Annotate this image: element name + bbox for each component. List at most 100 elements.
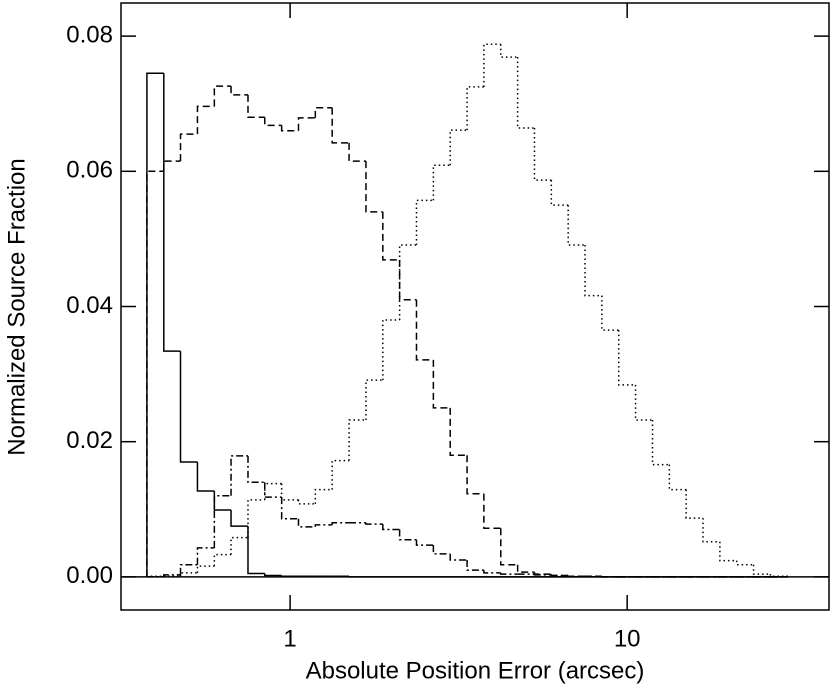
- histogram-step: [601, 295, 619, 331]
- histogram-step: [500, 44, 518, 58]
- histogram-step: [213, 495, 232, 548]
- histogram-step: [146, 170, 164, 577]
- histogram-step: [449, 553, 468, 561]
- histogram-step: [584, 244, 602, 297]
- histogram-step: [533, 572, 552, 575]
- y-tick-label: 0.04: [66, 292, 113, 319]
- histogram-step: [735, 560, 754, 566]
- histogram-step: [382, 319, 400, 381]
- histogram-step: [449, 129, 468, 166]
- histogram-step: [297, 499, 316, 505]
- histogram-step: [432, 164, 451, 201]
- histogram-step: [415, 539, 434, 546]
- histogram-step: [331, 522, 350, 525]
- histogram-step: [466, 559, 484, 571]
- histogram-step: [146, 72, 164, 577]
- histogram-step: [415, 299, 434, 361]
- histogram-step: [365, 522, 383, 525]
- histogram-step: [163, 73, 181, 352]
- histogram-step: [483, 43, 501, 87]
- y-tick-label: 0.08: [66, 21, 113, 48]
- histogram-step: [382, 211, 400, 261]
- histogram-step: [314, 524, 333, 527]
- histogram-step: [617, 330, 636, 386]
- histogram-step: [213, 553, 232, 567]
- histogram-step: [196, 461, 215, 492]
- histogram-step: [432, 359, 451, 409]
- histogram-step: [280, 125, 299, 132]
- histogram-step: [567, 575, 586, 577]
- histogram-step: [264, 117, 282, 127]
- histogram-step: [651, 420, 670, 466]
- histogram-step: [702, 518, 720, 543]
- histogram-step: [146, 575, 164, 577]
- histogram-step: [719, 541, 737, 562]
- histogram-step: [398, 259, 417, 301]
- histogram-step: [601, 576, 619, 578]
- histogram-step: [247, 526, 265, 575]
- histogram-step: [280, 575, 299, 577]
- histogram-step: [466, 455, 484, 495]
- histogram-step: [280, 483, 299, 501]
- y-tick-label: 0.06: [66, 157, 113, 184]
- histogram-step: [280, 497, 299, 520]
- histogram-step: [331, 459, 350, 490]
- histogram-step: [550, 574, 569, 577]
- histogram-step: [213, 491, 232, 511]
- histogram-step: [483, 570, 501, 574]
- histogram-step: [247, 94, 265, 118]
- histogram-step: [382, 524, 400, 531]
- x-tick-label: 1: [283, 625, 296, 652]
- histogram-step: [230, 536, 248, 555]
- histogram-step: [247, 455, 265, 483]
- y-axis-label: Normalized Source Fraction: [3, 158, 30, 455]
- histogram-step: [398, 244, 417, 321]
- x-axis-label: Absolute Position Error (arcsec): [306, 657, 645, 684]
- histogram-step: [179, 133, 198, 162]
- histogram-step: [179, 351, 198, 463]
- histogram-step: [297, 117, 316, 131]
- histogram-step: [567, 205, 586, 246]
- histogram-step: [247, 499, 265, 538]
- histogram-step: [483, 493, 501, 529]
- histogram-step: [533, 128, 552, 181]
- histogram-step: [348, 142, 366, 162]
- histogram-step: [230, 86, 248, 96]
- histogram-step: [769, 574, 789, 577]
- histogram-step: [516, 57, 535, 129]
- y-tick-label: 0.02: [66, 427, 113, 454]
- histogram-step: [297, 518, 316, 528]
- histogram-step: [314, 107, 333, 118]
- histogram-step: [398, 529, 417, 541]
- histogram-step: [213, 85, 232, 107]
- histogram-step: [752, 564, 771, 575]
- histogram-step: [516, 564, 535, 573]
- histogram-step: [264, 573, 282, 577]
- x-tick-label: 10: [614, 625, 641, 652]
- histogram-step: [449, 407, 468, 456]
- histogram-step: [179, 572, 198, 577]
- histogram-step: [348, 576, 366, 578]
- histogram-step: [196, 547, 215, 565]
- y-tick-label: 0.00: [66, 562, 113, 589]
- histogram-step: [348, 419, 366, 461]
- histogram-step: [365, 161, 383, 213]
- histogram-step: [196, 565, 215, 573]
- histogram-step: [314, 488, 333, 504]
- histogram-step: [365, 379, 383, 421]
- histogram-step: [415, 199, 434, 245]
- plot-frame: [120, 2, 830, 611]
- histogram-step: [634, 384, 653, 421]
- histogram-step: [533, 574, 552, 576]
- histogram-step: [685, 489, 704, 519]
- histogram-step: [163, 160, 181, 172]
- histogram-step: [668, 464, 687, 491]
- histogram-step: [500, 572, 518, 575]
- histogram-step: [264, 482, 282, 500]
- histogram-step: [230, 455, 248, 496]
- histogram-step: [500, 528, 518, 566]
- histogram-step: [264, 482, 282, 498]
- histogram-step: [196, 105, 215, 135]
- histogram-step: [179, 563, 198, 575]
